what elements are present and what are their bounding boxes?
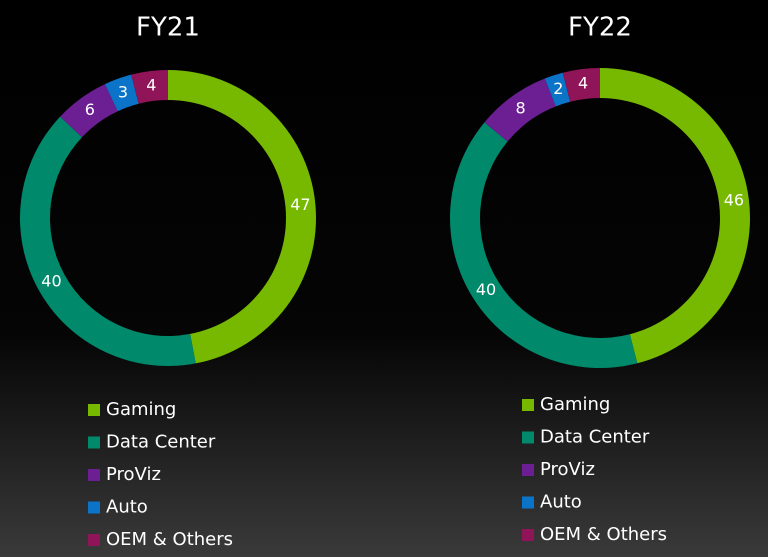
data-label: 40 [476,280,496,299]
donut-segment [104,74,139,112]
donut-segment [562,68,600,102]
legend-label: Auto [106,497,148,518]
legend-swatch [88,436,100,449]
legend-swatch [522,399,534,411]
legend-label: OEM & Others [540,524,667,545]
donut-segment [600,68,750,364]
chart-title: FY21 [136,13,200,43]
data-label: 40 [41,272,61,291]
legend-swatch [522,464,534,476]
legend-label: ProViz [106,464,161,485]
data-label: 3 [118,82,128,101]
donut-segment [484,78,556,142]
legend-swatch [88,501,100,514]
donut-segment [60,84,118,138]
data-label: 2 [553,79,563,98]
chart-title: FY22 [568,13,632,43]
legend-swatch [88,404,100,416]
legend-swatch [88,534,100,546]
donut-segment [544,72,571,107]
data-label: 4 [578,74,588,93]
data-label: 4 [146,76,156,95]
data-label: 47 [290,195,310,214]
legend-swatch [522,431,534,444]
legend-label: Data Center [540,427,650,448]
data-label: 8 [516,98,526,117]
data-label: 6 [85,100,95,119]
legend-swatch [522,496,534,509]
legend-swatch [88,469,100,481]
legend-label: Gaming [106,399,176,420]
donut-segment [168,70,317,364]
donut-segment [131,70,168,104]
data-label: 46 [724,191,744,210]
legend-label: OEM & Others [106,529,233,550]
donut-segment [450,122,638,368]
legend-label: Data Center [106,432,216,453]
legend-swatch [522,529,534,541]
donut-segment [20,116,196,366]
legend-label: ProViz [540,459,595,480]
legend-label: Gaming [540,394,610,415]
legend-label: Auto [540,492,582,513]
